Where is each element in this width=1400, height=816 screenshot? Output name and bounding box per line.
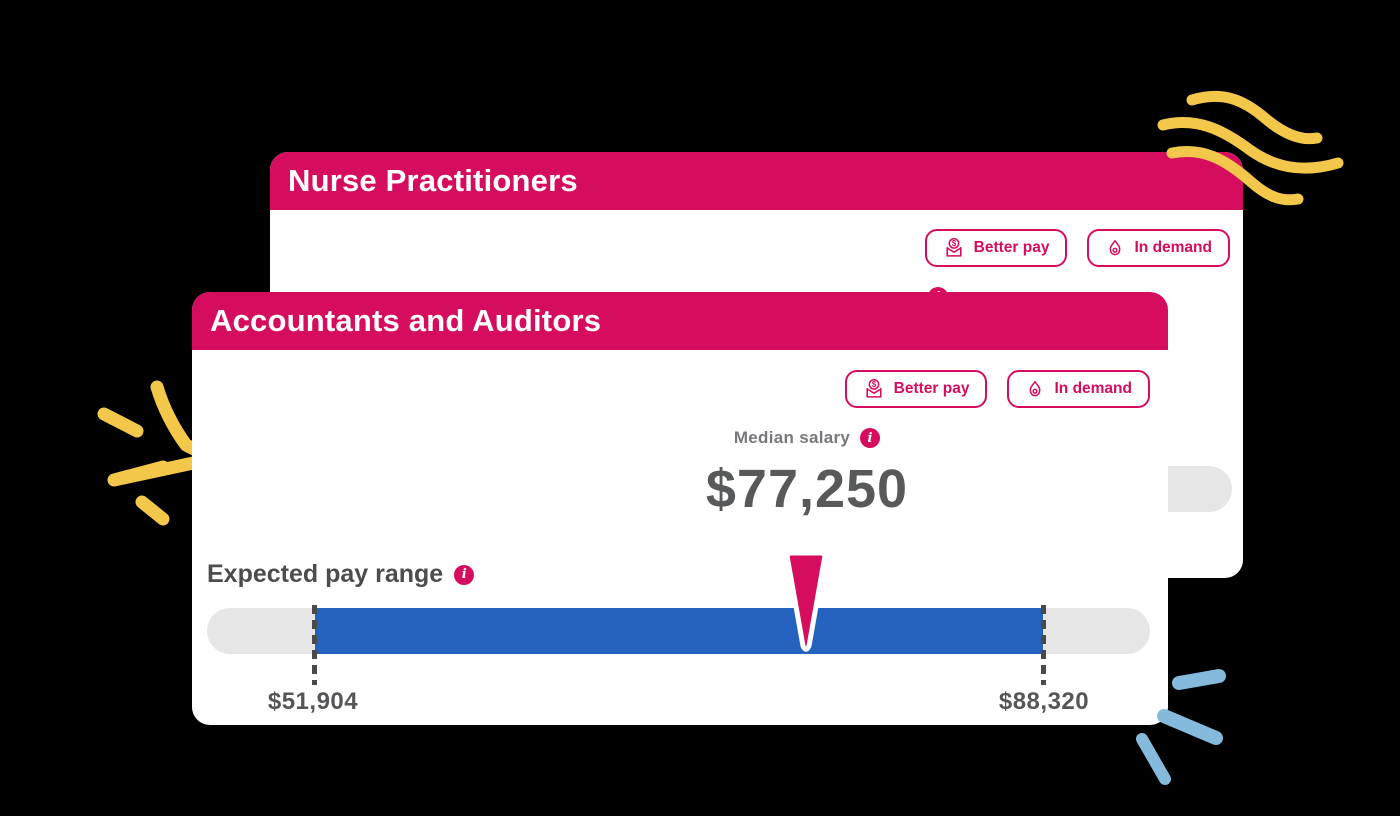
badge-label: Better pay (973, 239, 1050, 256)
median-marker-wedge (784, 550, 828, 652)
info-icon[interactable]: i (860, 428, 881, 448)
flame-icon (1110, 239, 1121, 256)
svg-text:$: $ (872, 380, 877, 389)
svg-text:$: $ (952, 239, 957, 248)
card-accountants-and-auditors: Accountants and Auditors $ Better pay In… (192, 292, 1168, 725)
pay-range-fill (315, 608, 1043, 654)
median-salary-label: Median salary (733, 428, 851, 447)
badge-label: Better pay (893, 380, 970, 397)
pay-range-track (207, 550, 1150, 685)
card-title: Accountants and Auditors (210, 303, 602, 338)
flame-icon (1030, 380, 1041, 397)
median-salary-value: $77,250 (705, 459, 909, 519)
better-pay-badge[interactable]: $ Better pay (924, 229, 1068, 267)
expected-pay-range-label: Expected pay range (207, 560, 444, 588)
median-salary-block: Median salary i $77,250 (632, 428, 982, 520)
badge-row: $ Better pay In demand (924, 229, 1230, 267)
min-dashed-line (312, 605, 317, 685)
max-dashed-line (1041, 605, 1046, 685)
card-header: Nurse Practitioners (270, 152, 1243, 210)
badge-row: $ Better pay In demand (844, 370, 1150, 408)
in-demand-badge[interactable]: In demand (1007, 370, 1150, 408)
money-receive-icon: $ (946, 237, 962, 257)
info-icon[interactable]: i (454, 564, 475, 585)
in-demand-badge[interactable]: In demand (1087, 229, 1230, 267)
pay-range-max-label: $88,320 (998, 688, 1090, 715)
pay-range-min-label: $51,904 (267, 688, 359, 715)
better-pay-badge[interactable]: $ Better pay (844, 370, 988, 408)
card-title: Nurse Practitioners (288, 163, 578, 198)
card-header: Accountants and Auditors (192, 292, 1168, 350)
badge-label: In demand (1054, 380, 1132, 397)
badge-label: In demand (1134, 239, 1212, 256)
money-receive-icon: $ (866, 378, 882, 398)
